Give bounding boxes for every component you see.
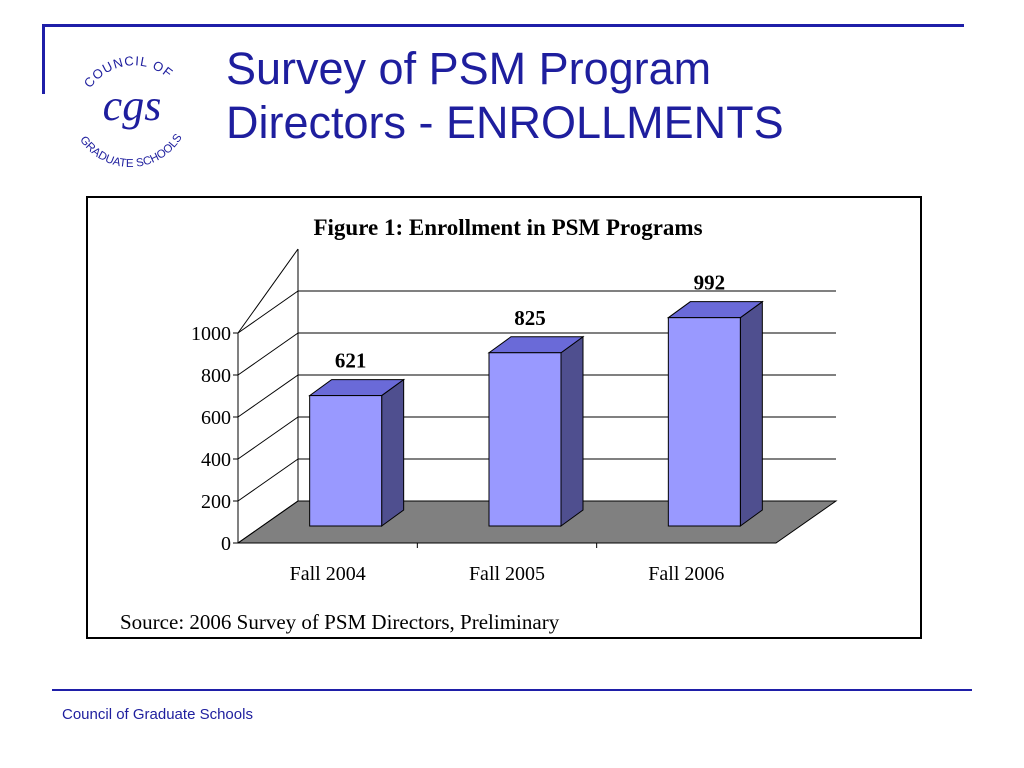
x-tick-label: Fall 2006 — [648, 563, 724, 585]
frame-top-rule — [42, 24, 964, 27]
side-floor-edge — [237, 500, 299, 544]
slide-title: Survey of PSM Program Directors - ENROLL… — [226, 42, 986, 150]
slide-title-line-2: Directors - ENROLLMENTS — [226, 97, 784, 148]
footer-rule — [52, 689, 972, 691]
bar — [309, 395, 383, 527]
side-gridline — [237, 374, 299, 418]
bar-side — [560, 335, 584, 527]
slide-title-line-1: Survey of PSM Program — [226, 43, 712, 94]
bar — [667, 317, 741, 527]
chart-title: Figure 1: Enrollment in PSM Programs — [313, 215, 702, 240]
chart-source-note: Source: 2006 Survey of PSM Directors, Pr… — [120, 610, 560, 634]
frame-left-rule — [42, 24, 45, 94]
y-tick-label: 0 — [221, 533, 231, 555]
svg-text:GRADUATE SCHOOLS: GRADUATE SCHOOLS — [77, 132, 185, 170]
logo-monogram: cgs — [103, 81, 162, 130]
enrollment-chart: Figure 1: Enrollment in PSM Programs 0 20… — [120, 215, 838, 634]
logo-arc-bottom: GRADUATE SCHOOLS — [77, 132, 185, 170]
side-gridline — [237, 416, 299, 460]
bar-side — [739, 300, 763, 527]
y-tick-label: 800 — [201, 365, 231, 387]
bar-side — [381, 378, 405, 527]
chart-container: Figure 1: Enrollment in PSM Programs 0 20… — [86, 196, 922, 639]
side-wall-top-edge — [237, 248, 299, 334]
y-tick-label: 200 — [201, 491, 231, 513]
bar-data-label: 825 — [514, 306, 546, 330]
bar — [488, 352, 562, 527]
bar-data-label: 992 — [694, 271, 726, 295]
y-tick-label: 600 — [201, 407, 231, 429]
footer-text: Council of Graduate Schools — [62, 706, 253, 723]
cgs-logo: COUNCIL OF GRADUATE SCHOOLS cgs — [77, 53, 185, 170]
x-tick-label: Fall 2004 — [290, 563, 366, 585]
x-tick-label: Fall 2005 — [469, 563, 545, 585]
bar-data-label: 621 — [335, 349, 367, 373]
y-tick-label: 1000 — [191, 323, 231, 345]
side-gridline — [237, 290, 299, 334]
side-gridline — [237, 332, 299, 376]
side-gridline — [237, 458, 299, 502]
y-tick-label: 400 — [201, 449, 231, 471]
